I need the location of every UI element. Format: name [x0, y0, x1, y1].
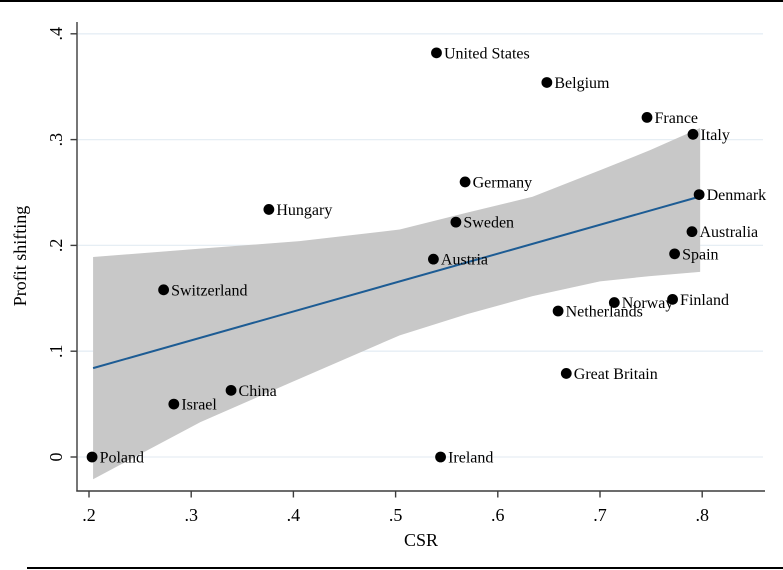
- y-tick-label: .4: [46, 27, 66, 41]
- x-axis-title: CSR: [404, 530, 438, 550]
- point-label: Belgium: [554, 75, 610, 92]
- fit-line: [92, 195, 700, 370]
- data-point: [687, 128, 699, 140]
- x-tick-label: .5: [389, 505, 403, 525]
- x-tick-label: .7: [593, 505, 607, 525]
- x-tick-label: .4: [287, 505, 301, 525]
- x-tick-label: .2: [82, 505, 96, 525]
- point-label: Netherlands: [566, 303, 643, 320]
- point-label: Australia: [699, 224, 758, 241]
- data-point: [641, 111, 653, 123]
- point-label: Hungary: [276, 202, 332, 219]
- point-label: Denmark: [707, 187, 767, 204]
- page-edge-top: [0, 0, 783, 2]
- point-label: Great Britain: [574, 366, 658, 383]
- page-edge-bottom: [27, 567, 783, 569]
- data-point: [693, 189, 705, 201]
- point-label: Sweden: [463, 215, 514, 232]
- y-axis-title: Profit shifting: [10, 206, 30, 307]
- point-label: Israel: [181, 397, 217, 414]
- point-label: Austria: [441, 252, 488, 269]
- data-point: [669, 248, 681, 260]
- point-label: Ireland: [448, 450, 493, 467]
- data-point: [158, 284, 170, 296]
- data-point: [263, 204, 275, 215]
- point-label: China: [239, 383, 277, 400]
- data-point: [431, 47, 442, 59]
- point-label: Spain: [682, 246, 718, 263]
- data-point: [667, 293, 678, 305]
- data-point: [168, 398, 180, 410]
- data-point: [560, 368, 572, 379]
- confidence-band: [93, 127, 701, 480]
- point-label: Norway: [622, 295, 674, 312]
- y-tick-label: .3: [46, 133, 66, 147]
- data-point: [86, 451, 98, 463]
- x-tick-label: .6: [491, 505, 505, 525]
- data-point: [225, 384, 237, 396]
- point-label: Italy: [701, 127, 730, 144]
- data-point: [459, 176, 471, 188]
- data-point: [450, 216, 462, 228]
- point-label: Poland: [100, 450, 144, 467]
- point-label: France: [655, 110, 699, 127]
- y-tick-label: 0: [46, 453, 66, 462]
- point-label: United States: [444, 45, 530, 62]
- point-label: Switzerland: [171, 282, 247, 299]
- x-tick-label: .8: [695, 505, 709, 525]
- data-point: [608, 297, 620, 308]
- point-label: Germany: [473, 174, 533, 191]
- data-point: [686, 226, 698, 238]
- data-point: [552, 305, 564, 317]
- data-point: [541, 77, 553, 88]
- y-tick-label: .2: [46, 239, 66, 253]
- data-point: [428, 253, 439, 265]
- point-label: Finland: [680, 292, 729, 309]
- x-tick-label: .3: [184, 505, 198, 525]
- y-tick-label: .1: [46, 344, 66, 358]
- data-point: [435, 451, 446, 463]
